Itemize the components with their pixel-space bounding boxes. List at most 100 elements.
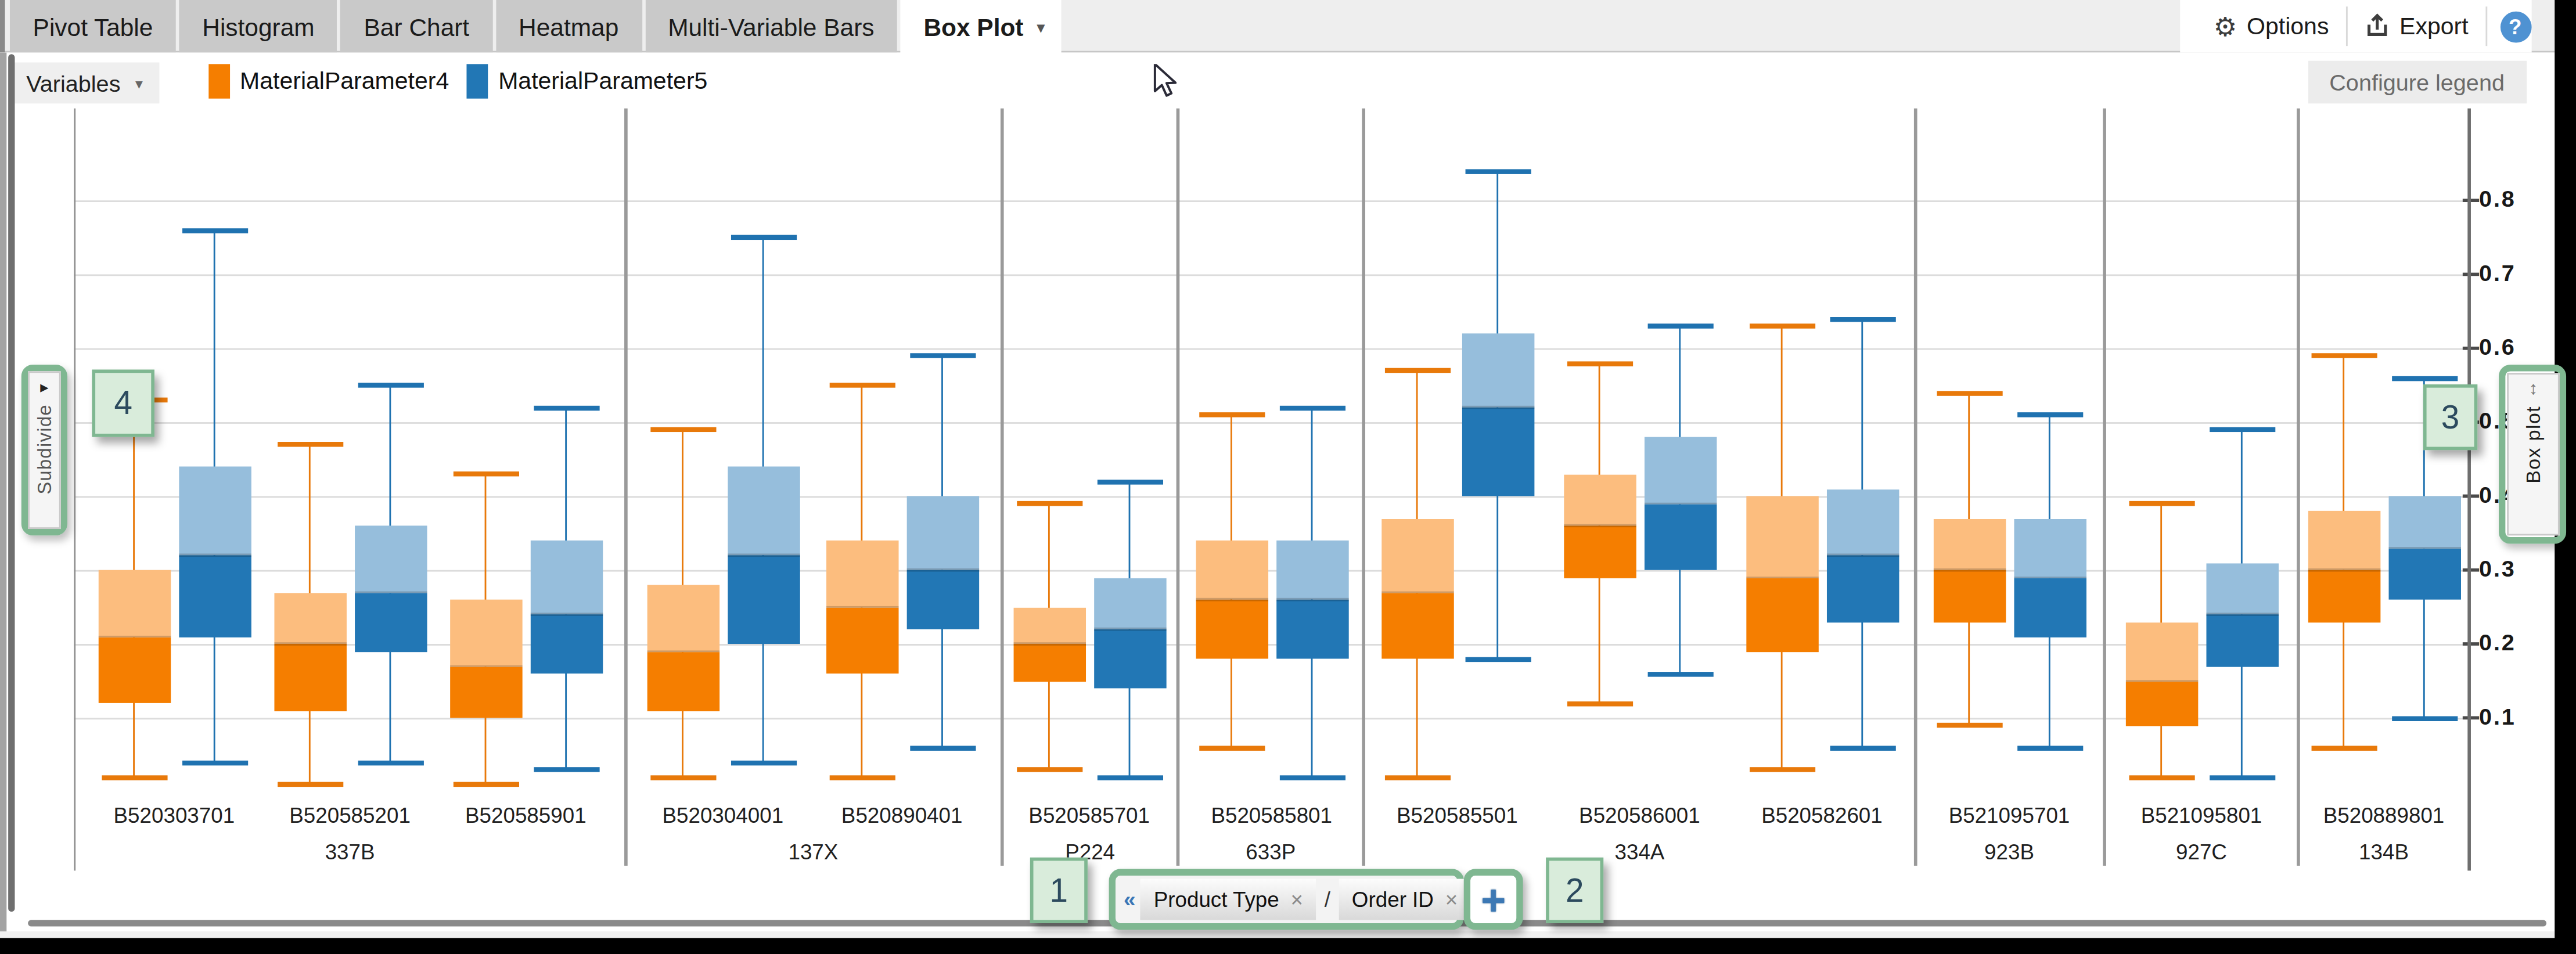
variables-label: Variables bbox=[26, 70, 120, 96]
legend-item[interactable]: MaterialParameter5 bbox=[467, 63, 707, 98]
box-plot-box-MaterialParameter5[interactable] bbox=[1826, 489, 1898, 622]
close-icon[interactable]: × bbox=[1291, 887, 1303, 912]
box-plot-box-MaterialParameter4[interactable] bbox=[1746, 496, 1818, 651]
box-plot-box-MaterialParameter5[interactable] bbox=[2013, 519, 2085, 637]
options-label: Options bbox=[2247, 13, 2329, 39]
box-plot-box-MaterialParameter5[interactable] bbox=[1093, 577, 1165, 688]
median-line bbox=[1563, 525, 1635, 527]
whisker-cap-top bbox=[1829, 316, 1895, 321]
add-level-highlight: + bbox=[1464, 869, 1523, 930]
box-plot-box-MaterialParameter4[interactable] bbox=[1933, 519, 2005, 622]
box-plot-box-MaterialParameter5[interactable] bbox=[1644, 437, 1716, 570]
order-id-label: B521095801 bbox=[2095, 803, 2308, 827]
order-id-label: B520889801 bbox=[2277, 803, 2491, 827]
chip-order-id[interactable]: Order ID × bbox=[1339, 879, 1471, 920]
y-axis-tick-label: 0.7 bbox=[2479, 260, 2551, 286]
whisker-cap-bottom bbox=[533, 767, 599, 772]
box-plot-box-MaterialParameter5[interactable] bbox=[906, 496, 978, 629]
box-plot-box-MaterialParameter4[interactable] bbox=[826, 541, 898, 674]
options-button[interactable]: ⚙ Options bbox=[2197, 10, 2345, 42]
box-upper-quartile bbox=[1933, 519, 2005, 570]
legend-label: MaterialParameter5 bbox=[498, 67, 707, 93]
box-upper-quartile bbox=[354, 525, 426, 592]
box-lower-quartile bbox=[646, 651, 718, 711]
box-plot-box-MaterialParameter5[interactable] bbox=[178, 466, 250, 636]
whisker-cap-bottom bbox=[1096, 775, 1162, 779]
variables-dropdown[interactable]: Variables ▾ bbox=[10, 63, 159, 104]
box-upper-quartile bbox=[1461, 333, 1533, 407]
box-plot-box-MaterialParameter5[interactable] bbox=[1461, 333, 1533, 496]
tab-multi-variable-bars[interactable]: Multi-Variable Bars bbox=[645, 0, 898, 53]
box-lower-quartile bbox=[530, 614, 602, 674]
box-upper-quartile bbox=[2307, 511, 2379, 570]
box-upper-quartile bbox=[274, 592, 346, 644]
box-plot-box-MaterialParameter4[interactable] bbox=[449, 600, 521, 718]
legend-swatch bbox=[467, 63, 488, 98]
box-plot-box-MaterialParameter4[interactable] bbox=[2125, 622, 2197, 725]
tab-bar-chart[interactable]: Bar Chart bbox=[341, 0, 492, 53]
box-upper-quartile bbox=[2388, 496, 2460, 548]
box-plot-box-MaterialParameter5[interactable] bbox=[2388, 496, 2460, 599]
chip-product-type[interactable]: Product Type × bbox=[1141, 879, 1316, 920]
annotation-badge-3: 3 bbox=[2423, 384, 2477, 450]
median-line bbox=[1826, 555, 1898, 556]
export-button[interactable]: Export bbox=[2347, 13, 2485, 39]
box-plot-box-MaterialParameter4[interactable] bbox=[1381, 519, 1453, 659]
tab-heatmap[interactable]: Heatmap bbox=[495, 0, 641, 53]
y-axis-tick-label: 0.8 bbox=[2479, 186, 2551, 212]
whisker-cap-top bbox=[1567, 361, 1632, 365]
whisker-cap-bottom bbox=[1749, 767, 1815, 772]
box-lower-quartile bbox=[1195, 600, 1267, 659]
box-lower-quartile bbox=[354, 592, 426, 651]
order-id-label: B520585901 bbox=[419, 803, 632, 827]
whisker-cap-top bbox=[1465, 168, 1530, 173]
vertical-scrollbar-track[interactable] bbox=[0, 53, 6, 935]
whisker-cap-bottom bbox=[1016, 767, 1082, 772]
arrow-right-icon[interactable]: ▸ bbox=[40, 378, 48, 398]
y-axis-line-right bbox=[2468, 109, 2470, 871]
tab-pivot-table[interactable]: Pivot Table bbox=[10, 0, 176, 53]
collapse-left-icon[interactable]: « bbox=[1124, 887, 1135, 912]
configure-legend-button[interactable]: Configure legend bbox=[2308, 61, 2525, 104]
whisker-cap-top bbox=[182, 228, 247, 232]
close-icon[interactable]: × bbox=[1445, 887, 1458, 912]
chevron-down-icon[interactable]: ▾ bbox=[1037, 18, 1045, 36]
box-plot-box-MaterialParameter4[interactable] bbox=[1195, 541, 1267, 659]
chip-label: Product Type bbox=[1154, 887, 1279, 912]
median-line bbox=[1013, 643, 1085, 645]
whisker-cap-top bbox=[1016, 501, 1082, 506]
box-plot-box-MaterialParameter4[interactable] bbox=[1013, 607, 1085, 681]
mouse-cursor bbox=[1153, 64, 1179, 100]
whisker-cap-top bbox=[2311, 353, 2376, 358]
tab-box-plot[interactable]: Box Plot ▾ bbox=[901, 0, 1062, 54]
legend-item[interactable]: MaterialParameter4 bbox=[208, 63, 449, 98]
subdivide-tab[interactable]: ▸ Subdivide bbox=[28, 371, 61, 529]
box-plot-box-MaterialParameter5[interactable] bbox=[2206, 563, 2278, 666]
tab-label: Bar Chart bbox=[364, 12, 470, 40]
median-line bbox=[646, 650, 718, 652]
box-lower-quartile bbox=[178, 555, 250, 636]
vertical-scrollbar-thumb[interactable] bbox=[8, 54, 15, 912]
box-plot-box-MaterialParameter5[interactable] bbox=[1276, 541, 1348, 659]
help-button[interactable]: ? bbox=[2499, 10, 2531, 42]
box-plot-box-MaterialParameter5[interactable] bbox=[727, 466, 799, 644]
box-plot-box-MaterialParameter5[interactable] bbox=[354, 525, 426, 651]
resize-vertical-icon[interactable]: ↕ bbox=[2529, 378, 2538, 399]
chevron-down-icon: ▾ bbox=[135, 75, 143, 91]
whisker-cap-top bbox=[650, 427, 715, 432]
whisker-cap-top bbox=[829, 383, 894, 387]
box-plot-box-MaterialParameter4[interactable] bbox=[2307, 511, 2379, 622]
box-plot-box-MaterialParameter4[interactable] bbox=[274, 592, 346, 711]
box-upper-quartile bbox=[1013, 607, 1085, 644]
box-plot-box-MaterialParameter4[interactable] bbox=[98, 570, 170, 703]
box-plot-box-MaterialParameter4[interactable] bbox=[646, 585, 718, 710]
box-lower-quartile bbox=[1644, 503, 1716, 570]
add-level-button[interactable]: + bbox=[1481, 883, 1506, 916]
group-divider bbox=[2297, 109, 2299, 866]
box-plot-box-MaterialParameter5[interactable] bbox=[530, 541, 602, 674]
box-plot-side-tab[interactable]: ↕ Box plot bbox=[2507, 373, 2560, 535]
whisker-cap-top bbox=[533, 405, 599, 409]
box-plot-box-MaterialParameter4[interactable] bbox=[1563, 474, 1635, 577]
gridline bbox=[74, 422, 2469, 423]
tab-histogram[interactable]: Histogram bbox=[179, 0, 338, 53]
